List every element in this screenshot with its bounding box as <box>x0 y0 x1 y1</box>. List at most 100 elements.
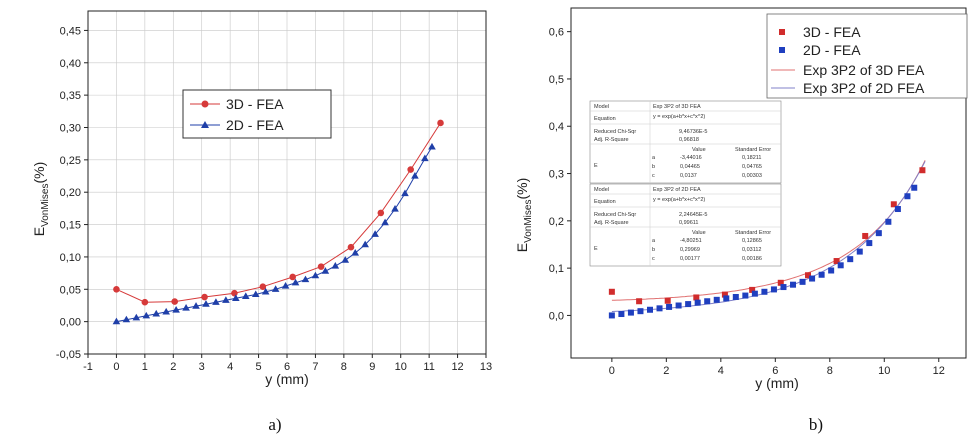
model-value: Exp 3P2 of 3D FEA <box>653 104 701 110</box>
r2-value: 0,99611 <box>679 220 698 226</box>
x-tick-label: 10 <box>878 365 890 377</box>
series-line <box>116 122 441 303</box>
x-axis-label: y (mm) <box>755 375 799 391</box>
param-b-error: 0,04765 <box>742 164 762 170</box>
param-b-name: b <box>652 247 655 253</box>
param-c-name: c <box>652 173 655 179</box>
y-tick-label: 0,00 <box>60 317 81 329</box>
y-tick-label: 0,5 <box>549 74 564 86</box>
y-tick-label: 0,20 <box>60 187 81 199</box>
param-b-value: 0,04465 <box>680 164 700 170</box>
data-point-triangle <box>172 305 180 313</box>
data-point-square <box>828 267 835 274</box>
data-point-square <box>704 298 711 305</box>
data-point-triangle <box>251 290 260 298</box>
data-point-square <box>780 284 787 291</box>
data-point-circle <box>113 285 120 293</box>
param-c-name: c <box>652 256 655 262</box>
legend-box <box>182 89 332 139</box>
y-tick-label: 0,05 <box>60 284 81 296</box>
chisq-value: 2,24645E-5 <box>679 212 707 218</box>
data-point-square <box>693 294 700 301</box>
x-tick-label: 2 <box>663 365 669 377</box>
data-point-square <box>818 271 825 278</box>
chisq-label: Reduced Chi-Sqr <box>594 212 636 218</box>
y-axis-label-main: E <box>514 243 530 252</box>
data-point-square <box>777 279 784 286</box>
x-tick-label: 9 <box>369 361 375 373</box>
data-point-square <box>675 302 682 309</box>
x-tick-label: 12 <box>933 365 945 377</box>
data-point-square <box>723 295 730 302</box>
data-point-square <box>790 281 797 288</box>
data-point-square <box>749 286 756 293</box>
equation-label: Equation <box>594 116 616 122</box>
y-axis-label-unit: (%) <box>514 178 530 200</box>
data-point-square <box>666 303 673 310</box>
legend-marker-2d <box>779 47 785 53</box>
y-tick-label: 0,4 <box>549 121 564 133</box>
data-point-square <box>694 299 701 306</box>
data-point-square <box>894 206 901 213</box>
data-point-square <box>904 193 911 200</box>
data-point-triangle <box>331 261 340 269</box>
data-point-square <box>742 292 749 299</box>
data-point-triangle <box>192 302 200 309</box>
data-point-square <box>627 309 634 316</box>
fit-curve-line <box>611 160 926 301</box>
x-tick-label: 4 <box>227 361 233 373</box>
legend-label-3d: 3D - FEA <box>226 96 284 112</box>
chart-panel-a: -1 0 1 2 3 4 5 6 7 8 9 10 11 12 13 -0,050,000,050,100,… <box>31 10 492 434</box>
data-point-square <box>664 297 671 304</box>
error-header: Standard Error <box>735 147 771 153</box>
data-point-triangle <box>381 218 389 226</box>
data-point-circle <box>141 298 149 306</box>
x-tick-label: 2 <box>170 361 176 373</box>
x-axis-ticks: 0 2 4 6 8 10 12 <box>609 358 945 377</box>
r2-label: Adj. R-Square <box>594 137 629 143</box>
equation-label: Equation <box>594 199 616 205</box>
data-point-square <box>862 232 869 239</box>
plot-frame <box>570 7 967 359</box>
data-point-triangle <box>212 298 220 305</box>
param-a-value: -4,80251 <box>680 238 702 244</box>
data-point-circle <box>171 298 179 305</box>
data-point-triangle <box>132 313 141 321</box>
x-tick-label: 1 <box>142 361 148 373</box>
y-axis-ticks: -0,05 0,00 0,05 0,10 0,15 0,20 0,25 0,30 0,35 0,4… <box>56 25 88 361</box>
data-point-square <box>751 290 758 297</box>
data-point-square <box>856 248 863 255</box>
data-point-circle <box>289 273 296 281</box>
data-point-circle <box>259 283 267 290</box>
equation-value: y = exp(a+b*x+c*x^2) <box>653 197 705 203</box>
param-a-error: 0,18211 <box>742 155 761 161</box>
chart-panel-b: 0 2 4 6 8 10 12 0,0 0,1 0,2 0,3 0,4 0,5 0,6 y (mm) E… <box>514 7 968 434</box>
value-header: Value <box>692 147 706 153</box>
data-point-square <box>732 293 739 300</box>
param-a-name: a <box>652 155 656 161</box>
data-point-square <box>805 272 811 279</box>
y-tick-label: 0,15 <box>60 220 81 232</box>
data-point-square <box>618 311 625 318</box>
data-point-circle <box>377 209 385 217</box>
value-header: Value <box>692 230 706 236</box>
x-tick-label: 4 <box>718 365 724 377</box>
fit-table-2d: Model Exp 3P2 of 2D FEA Equation y = exp… <box>589 183 782 267</box>
data-point-square <box>636 298 643 305</box>
panel-caption-b: b) <box>809 415 823 434</box>
data-point-square <box>885 218 892 225</box>
legend: 3D - FEA 2D - FEA <box>182 89 332 139</box>
param-c-error: 0,00186 <box>742 256 762 262</box>
series-line <box>116 146 433 323</box>
param-c-value: 0,00177 <box>680 256 700 262</box>
x-tick-label: 13 <box>480 361 492 373</box>
data-point-square <box>656 305 663 312</box>
data-point-triangle <box>162 307 170 315</box>
data-point-triangle <box>261 287 270 295</box>
y-tick-label: 0,45 <box>60 25 81 37</box>
y-axis-label: EVonMises(%) <box>31 162 51 236</box>
r2-value: 0,96818 <box>679 137 699 143</box>
data-point-triangle <box>241 292 250 300</box>
data-point-square <box>637 308 644 315</box>
data-point-triangle <box>202 300 210 307</box>
